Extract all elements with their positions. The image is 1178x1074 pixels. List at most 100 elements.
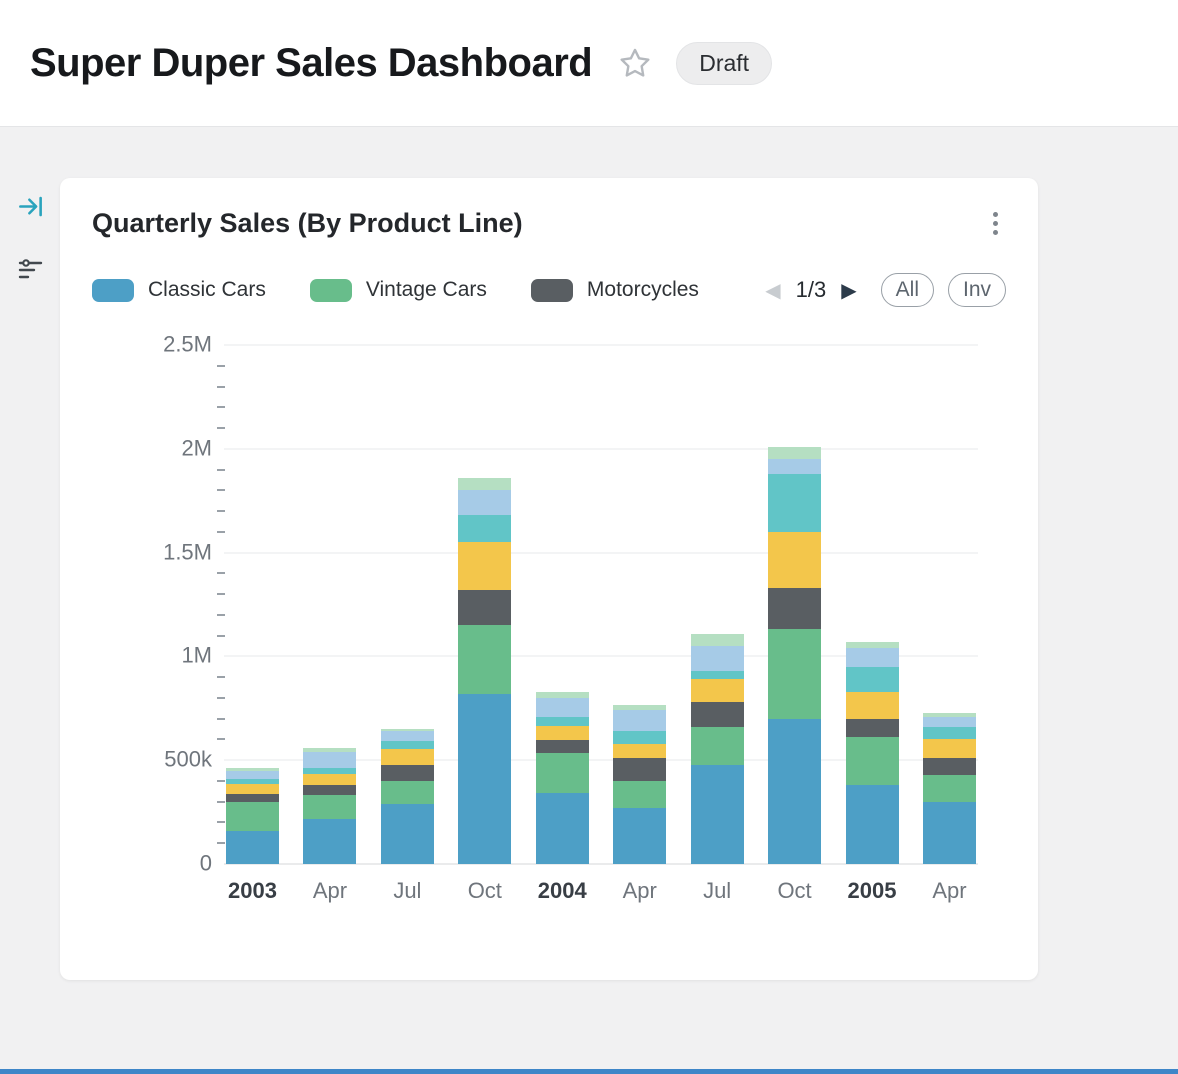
bar-segment-motorcycles[interactable] (690, 702, 744, 728)
bar-segment-vintage-cars[interactable] (535, 752, 589, 794)
legend-swatch (309, 278, 352, 302)
bar-segment-series-5-teal[interactable] (535, 716, 589, 726)
bar-segment-motorcycles[interactable] (768, 587, 822, 630)
bar-1-apr[interactable] (303, 747, 357, 864)
bar-segment-motorcycles[interactable] (226, 794, 279, 802)
bar-segment-series-5-teal[interactable] (458, 515, 512, 543)
legend-item-vintage-cars[interactable]: Vintage Cars (309, 278, 487, 302)
bar-segment-series-5-teal[interactable] (226, 778, 279, 785)
bar-3-oct[interactable] (458, 477, 512, 864)
bar-segment-series-5-teal[interactable] (613, 731, 667, 744)
bar-4-2004[interactable] (535, 691, 589, 864)
bar-7-oct[interactable] (768, 446, 822, 864)
bar-segment-classic-cars[interactable] (380, 803, 434, 864)
bar-segment-series-6-lightblue[interactable] (380, 731, 434, 741)
bar-segment-classic-cars[interactable] (303, 819, 357, 864)
bar-segment-series-4-yellow[interactable] (922, 739, 976, 759)
bar-segment-motorcycles[interactable] (535, 740, 589, 753)
bar-segment-series-7-lightgreen[interactable] (613, 705, 667, 711)
bar-segment-series-6-lightblue[interactable] (226, 770, 279, 779)
bar-segment-classic-cars[interactable] (845, 785, 899, 864)
bar-segment-classic-cars[interactable] (922, 801, 976, 864)
bar-segment-motorcycles[interactable] (613, 758, 667, 781)
bar-segment-series-7-lightgreen[interactable] (535, 691, 589, 698)
card-header: Quarterly Sales (By Product Line) (92, 208, 1006, 239)
bar-segment-series-7-lightgreen[interactable] (690, 633, 744, 647)
filter-button[interactable] (16, 257, 45, 286)
bar-segment-classic-cars[interactable] (768, 718, 822, 864)
bar-segment-series-6-lightblue[interactable] (922, 716, 976, 727)
kebab-menu-icon[interactable] (985, 208, 1006, 239)
inv-toggle-button[interactable]: Inv (947, 273, 1006, 307)
bar-segment-series-5-teal[interactable] (380, 740, 434, 749)
bar-segment-series-5-teal[interactable] (303, 767, 357, 774)
bar-segment-series-4-yellow[interactable] (613, 743, 667, 759)
y-axis-minor-tick (217, 696, 225, 699)
bar-segment-series-4-yellow[interactable] (303, 773, 357, 786)
star-icon[interactable] (618, 46, 652, 80)
bar-segment-vintage-cars[interactable] (380, 781, 434, 804)
bar-segment-vintage-cars[interactable] (845, 737, 899, 786)
bar-segment-series-4-yellow[interactable] (690, 679, 744, 703)
bar-segment-series-4-yellow[interactable] (768, 531, 822, 588)
bar-segment-series-4-yellow[interactable] (380, 748, 434, 766)
x-axis-label: Jul (393, 878, 422, 903)
bar-segment-series-5-teal[interactable] (690, 671, 744, 680)
bar-segment-motorcycles[interactable] (458, 590, 512, 626)
bar-segment-series-4-yellow[interactable] (226, 784, 279, 795)
bar-segment-series-7-lightgreen[interactable] (458, 477, 512, 491)
bar-segment-series-6-lightblue[interactable] (535, 697, 589, 717)
bar-segment-classic-cars[interactable] (613, 807, 667, 864)
bar-segment-series-7-lightgreen[interactable] (303, 747, 357, 753)
bar-segment-vintage-cars[interactable] (613, 780, 667, 808)
bar-segment-series-5-teal[interactable] (845, 666, 899, 692)
legend-item-classic-cars[interactable]: Classic Cars (92, 278, 266, 302)
bar-segment-motorcycles[interactable] (922, 758, 976, 775)
bar-segment-motorcycles[interactable] (380, 765, 434, 782)
bar-segment-classic-cars[interactable] (458, 693, 512, 864)
bar-segment-classic-cars[interactable] (690, 765, 744, 864)
bar-segment-vintage-cars[interactable] (922, 774, 976, 802)
bar-segment-series-5-teal[interactable] (768, 473, 822, 532)
bar-0-2003[interactable] (226, 768, 279, 864)
bar-segment-vintage-cars[interactable] (226, 801, 279, 831)
bar-segment-series-4-yellow[interactable] (458, 542, 512, 591)
bar-segment-series-7-lightgreen[interactable] (768, 446, 822, 460)
bar-segment-vintage-cars[interactable] (690, 727, 744, 766)
all-toggle-button[interactable]: All (880, 273, 934, 307)
bar-segment-series-7-lightgreen[interactable] (922, 713, 976, 717)
bar-segment-series-6-lightblue[interactable] (458, 490, 512, 516)
bar-segment-motorcycles[interactable] (303, 785, 357, 795)
collapse-panel-button[interactable] (15, 191, 46, 225)
bar-segment-vintage-cars[interactable] (458, 625, 512, 694)
bar-6-jul[interactable] (690, 633, 744, 864)
pager-prev-icon[interactable]: ◀ (765, 279, 781, 302)
bar-8-2005[interactable] (845, 641, 899, 864)
bar-segment-series-5-teal[interactable] (922, 726, 976, 740)
bar-segment-series-7-lightgreen[interactable] (226, 768, 279, 771)
y-axis-minor-tick (217, 717, 225, 720)
legend-item-motorcycles[interactable]: Motorcycles (530, 278, 699, 302)
bar-2-jul[interactable] (380, 729, 434, 864)
bar-segment-vintage-cars[interactable] (768, 629, 822, 719)
x-axis-label: 2004 (537, 878, 587, 903)
bar-segment-classic-cars[interactable] (535, 793, 589, 864)
bar-segment-series-6-lightblue[interactable] (768, 459, 822, 474)
bar-segment-series-4-yellow[interactable] (845, 691, 899, 719)
bar-segment-series-6-lightblue[interactable] (690, 646, 744, 672)
x-axis: 2003 Apr Jul Oct 2004 Apr Jul Oct 2005 Apr (92, 878, 978, 904)
bar-segment-classic-cars[interactable] (226, 830, 279, 864)
bar-9-apr[interactable] (922, 713, 976, 864)
bar-segment-series-6-lightblue[interactable] (613, 710, 667, 732)
bar-segment-series-4-yellow[interactable] (535, 725, 589, 741)
bar-segment-motorcycles[interactable] (845, 718, 899, 738)
bar-segment-series-7-lightgreen[interactable] (380, 729, 434, 732)
bar-segment-series-6-lightblue[interactable] (303, 752, 357, 768)
bar-5-apr[interactable] (613, 705, 667, 864)
stacked-bar-chart: 0 500k 1M 1.5M 2M 2.5M 2003 Apr Jul Oct 2004 Apr Ju… (92, 331, 978, 904)
y-axis-label: 0 (199, 850, 212, 876)
bar-segment-vintage-cars[interactable] (303, 794, 357, 820)
pager-next-icon[interactable]: ▶ (841, 279, 857, 302)
bar-segment-series-7-lightgreen[interactable] (845, 641, 899, 649)
bar-segment-series-6-lightblue[interactable] (845, 648, 899, 667)
